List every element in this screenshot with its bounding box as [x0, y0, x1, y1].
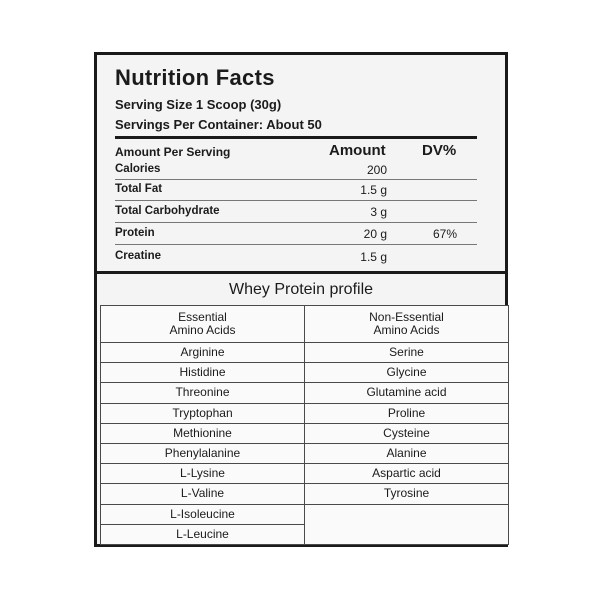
- title: Nutrition Facts: [115, 65, 275, 90]
- amino-acid: Histidine: [100, 362, 305, 384]
- nutrient-amount: 3 g: [370, 205, 387, 219]
- nutrient-name: Protein: [115, 227, 155, 239]
- amino-acid: Aspartic acid: [304, 463, 509, 485]
- amino-acid: Cysteine: [304, 422, 509, 444]
- amino-acid: Glutamine acid: [304, 382, 509, 404]
- nutrient-name: Total Fat: [115, 183, 163, 195]
- profile-title: Whey Protein profile: [228, 281, 374, 298]
- column-label: Amount Per Serving: [115, 145, 231, 159]
- amino-acid: Tryptophan: [100, 402, 305, 424]
- amino-acid: Methionine: [100, 422, 305, 444]
- nutrition-label: Nutrition Facts Serving Size 1 Scoop (30g…: [94, 52, 509, 547]
- amino-acid: Serine: [304, 342, 509, 364]
- amino-acid: Arginine: [100, 342, 305, 364]
- nutrient-amount: 1.5 g: [360, 250, 387, 264]
- section-rule: [97, 271, 505, 274]
- nutrient-amount: 20 g: [363, 227, 387, 241]
- amino-acid: Phenylalanine: [100, 443, 305, 465]
- thick-rule: [115, 136, 477, 139]
- amino-acid: L-Valine: [100, 483, 305, 505]
- row-rule: [115, 200, 477, 201]
- nutrient-dv: 67%: [432, 227, 457, 241]
- empty-cell: [304, 503, 509, 545]
- amino-acid: Proline: [304, 402, 509, 424]
- column-header-line: Amino Acids: [169, 323, 236, 337]
- amino-acid: Tyrosine: [304, 483, 509, 505]
- amino-acid: Alanine: [304, 443, 509, 465]
- servings-per-container: Servings Per Container: About 50: [115, 117, 322, 132]
- row-rule: [115, 179, 477, 180]
- amount-label: Amount: [329, 142, 386, 159]
- amino-acid: Glycine: [304, 362, 509, 384]
- column-header-line: Essential: [178, 310, 227, 324]
- column-header: Non-Essential Amino Acids: [304, 305, 509, 343]
- amino-acid: L-Isoleucine: [100, 503, 305, 525]
- nutrient-amount: 200: [366, 163, 387, 177]
- dv-label: DV%: [422, 142, 457, 159]
- row-rule: [115, 244, 477, 245]
- serving-size: Serving Size 1 Scoop (30g): [115, 97, 282, 112]
- amino-acid: L-Leucine: [100, 523, 305, 545]
- column-header-line: Non-Essential: [369, 310, 444, 324]
- nutrient-amount: 1.5 g: [360, 183, 387, 197]
- row-rule: [115, 222, 477, 223]
- amino-acid: Threonine: [100, 382, 305, 404]
- nutrient-name: Total Carbohydrate: [115, 205, 220, 217]
- amino-acid: L-Lysine: [100, 463, 305, 485]
- column-header: Essential Amino Acids: [100, 305, 305, 343]
- nutrient-name: Creatine: [115, 250, 162, 262]
- nutrient-name: Calories: [115, 163, 161, 175]
- column-header-line: Amino Acids: [373, 323, 440, 337]
